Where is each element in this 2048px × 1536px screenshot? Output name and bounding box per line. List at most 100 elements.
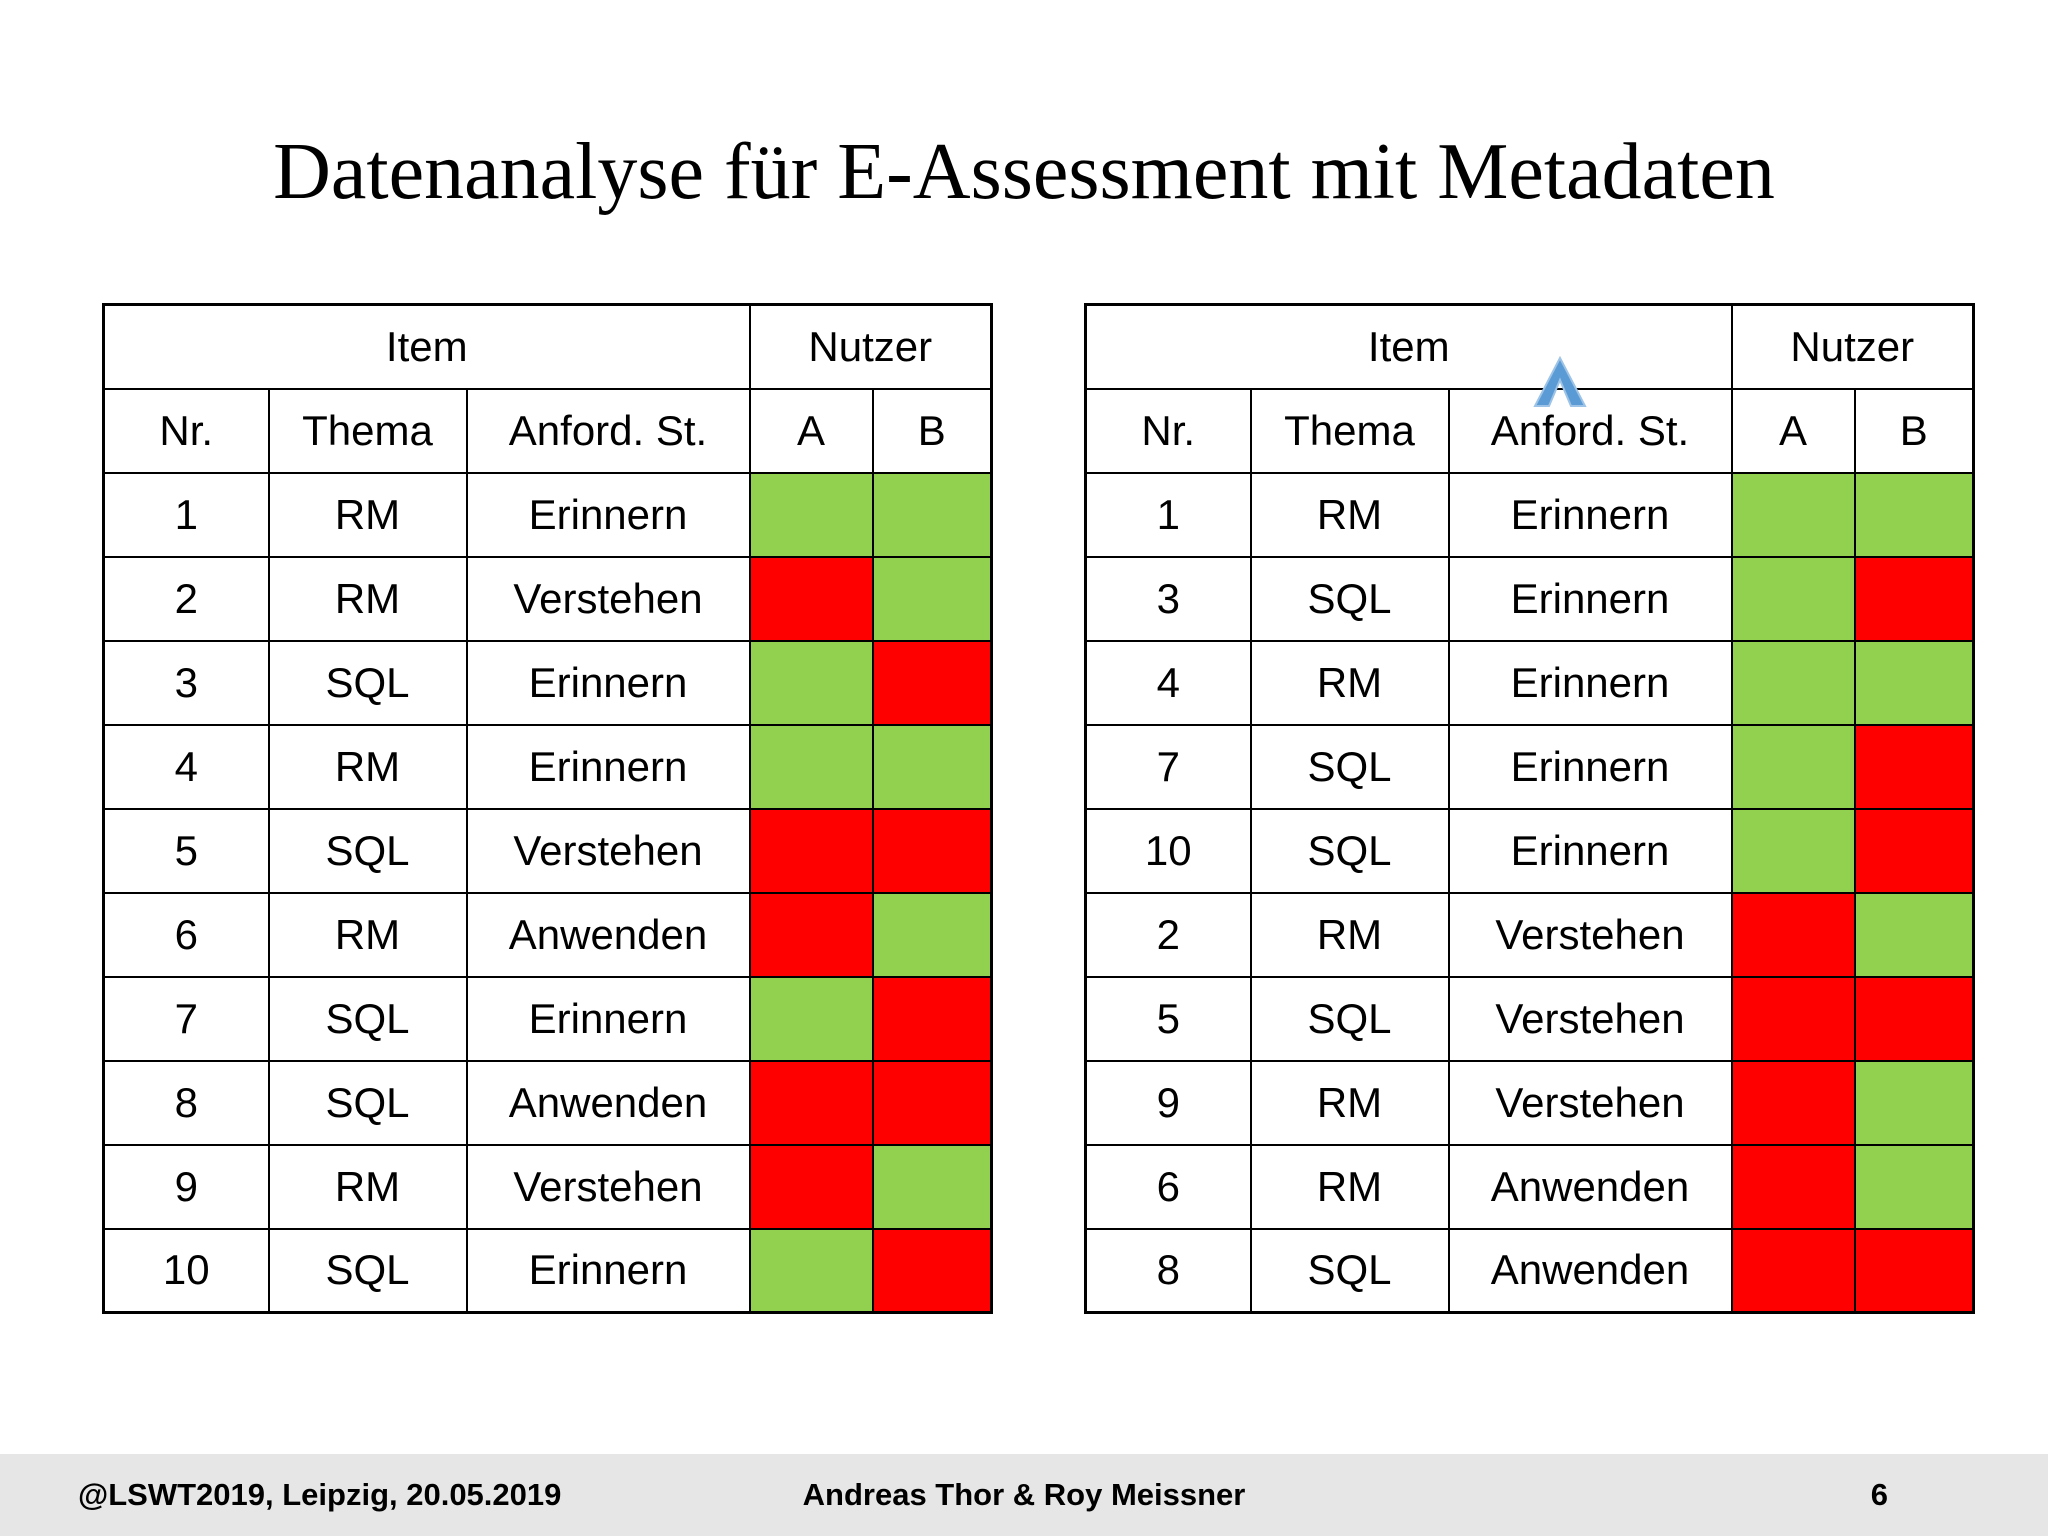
item-thema-cell: SQL [1249,975,1450,1062]
table-row: 1 RM Erinnern [1084,471,1975,558]
item-nr-cell: 7 [1084,723,1252,810]
user-b-result-cell [871,1143,993,1230]
user-b-result-cell [1853,639,1975,726]
item-thema-cell: RM [267,471,468,558]
footer-authors: Andreas Thor & Roy Meissner [802,1477,1246,1512]
table-row: 7 SQL Erinnern [1084,723,1975,810]
group-header-nutzer: Nutzer [748,303,993,390]
item-nr-cell: 5 [1084,975,1252,1062]
column-header-thema: Thema [267,387,468,474]
item-nr-cell: 8 [1084,1227,1252,1314]
column-header-row: Nr. Thema Anford. St. A B [1084,387,1975,474]
item-anford-st-cell: Verstehen [465,555,751,642]
item-nr-cell: 4 [102,723,270,810]
item-thema-cell: SQL [1249,723,1450,810]
item-nr-cell: 9 [102,1143,270,1230]
group-header-item: Item [102,303,751,390]
user-a-result-cell [1730,891,1856,978]
user-a-result-cell [748,723,874,810]
table-row: 8 SQL Anwenden [1084,1227,1975,1314]
user-a-result-cell [1730,1143,1856,1230]
user-b-result-cell [1853,1227,1975,1314]
item-nr-cell: 1 [102,471,270,558]
user-a-result-cell [1730,639,1856,726]
user-a-result-cell [748,471,874,558]
item-anford-st-cell: Erinnern [1447,807,1733,894]
user-b-result-cell [1853,471,1975,558]
table-row: 10 SQL Erinnern [1084,807,1975,894]
user-b-result-cell [1853,891,1975,978]
item-nr-cell: 3 [102,639,270,726]
item-anford-st-cell: Verstehen [1447,1059,1733,1146]
table-row: 9 RM Verstehen [102,1143,993,1230]
item-anford-st-cell: Erinnern [465,1227,751,1314]
table-row: 4 RM Erinnern [1084,639,1975,726]
user-a-result-cell [1730,975,1856,1062]
item-thema-cell: SQL [1249,807,1450,894]
user-a-result-cell [1730,807,1856,894]
item-nr-cell: 2 [102,555,270,642]
user-b-result-cell [871,975,993,1062]
item-thema-cell: RM [267,723,468,810]
user-a-result-cell [1730,555,1856,642]
column-header-user-a: A [1730,387,1856,474]
item-nr-cell: 7 [102,975,270,1062]
column-header-anford-st: Anford. St. [465,387,751,474]
table-row: 1 RM Erinnern [102,471,993,558]
user-b-result-cell [871,639,993,726]
user-b-result-cell [1853,1059,1975,1146]
user-b-result-cell [1853,1143,1975,1230]
user-a-result-cell [748,639,874,726]
table-row: 6 RM Anwenden [102,891,993,978]
item-thema-cell: RM [267,555,468,642]
item-nr-cell: 6 [102,891,270,978]
item-nr-cell: 5 [102,807,270,894]
table-row: 6 RM Anwenden [1084,1143,1975,1230]
item-thema-cell: RM [1249,1059,1450,1146]
table-row: 2 RM Verstehen [102,555,993,642]
item-anford-st-cell: Erinnern [1447,723,1733,810]
column-header-anford-st: Anford. St. [1447,387,1733,474]
item-nr-cell: 2 [1084,891,1252,978]
user-a-result-cell [1730,723,1856,810]
item-anford-st-cell: Erinnern [465,471,751,558]
item-anford-st-cell: Erinnern [1447,639,1733,726]
user-a-result-cell [748,1059,874,1146]
item-nr-cell: 1 [1084,471,1252,558]
item-thema-cell: SQL [1249,1227,1450,1314]
item-anford-st-cell: Anwenden [465,1059,751,1146]
item-nr-cell: 8 [102,1059,270,1146]
item-anford-st-cell: Erinnern [1447,471,1733,558]
column-header-user-b: B [1853,387,1975,474]
user-b-result-cell [1853,555,1975,642]
user-a-result-cell [1730,1227,1856,1314]
table-row: 3 SQL Erinnern [102,639,993,726]
table-row: 5 SQL Verstehen [102,807,993,894]
item-anford-st-cell: Anwenden [1447,1227,1733,1314]
item-nr-cell: 4 [1084,639,1252,726]
item-nr-cell: 6 [1084,1143,1252,1230]
table-row: 7 SQL Erinnern [102,975,993,1062]
item-anford-st-cell: Erinnern [465,723,751,810]
item-nr-cell: 10 [102,1227,270,1314]
item-thema-cell: RM [267,891,468,978]
user-a-result-cell [748,1143,874,1230]
user-a-result-cell [1730,1059,1856,1146]
column-header-user-a: A [748,387,874,474]
item-anford-st-cell: Erinnern [465,975,751,1062]
user-b-result-cell [871,471,993,558]
user-b-result-cell [871,1227,993,1314]
item-thema-cell: RM [1249,471,1450,558]
table-row: 9 RM Verstehen [1084,1059,1975,1146]
footer-bar: @LSWT2019, Leipzig, 20.05.2019 Andreas T… [0,1454,2048,1536]
user-a-result-cell [1730,471,1856,558]
column-header-nr: Nr. [1084,387,1252,474]
item-nr-cell: 10 [1084,807,1252,894]
user-b-result-cell [1853,723,1975,810]
user-b-result-cell [871,807,993,894]
item-thema-cell: SQL [267,1227,468,1314]
group-header-row: Item Nutzer [1084,303,1975,390]
item-anford-st-cell: Verstehen [1447,975,1733,1062]
